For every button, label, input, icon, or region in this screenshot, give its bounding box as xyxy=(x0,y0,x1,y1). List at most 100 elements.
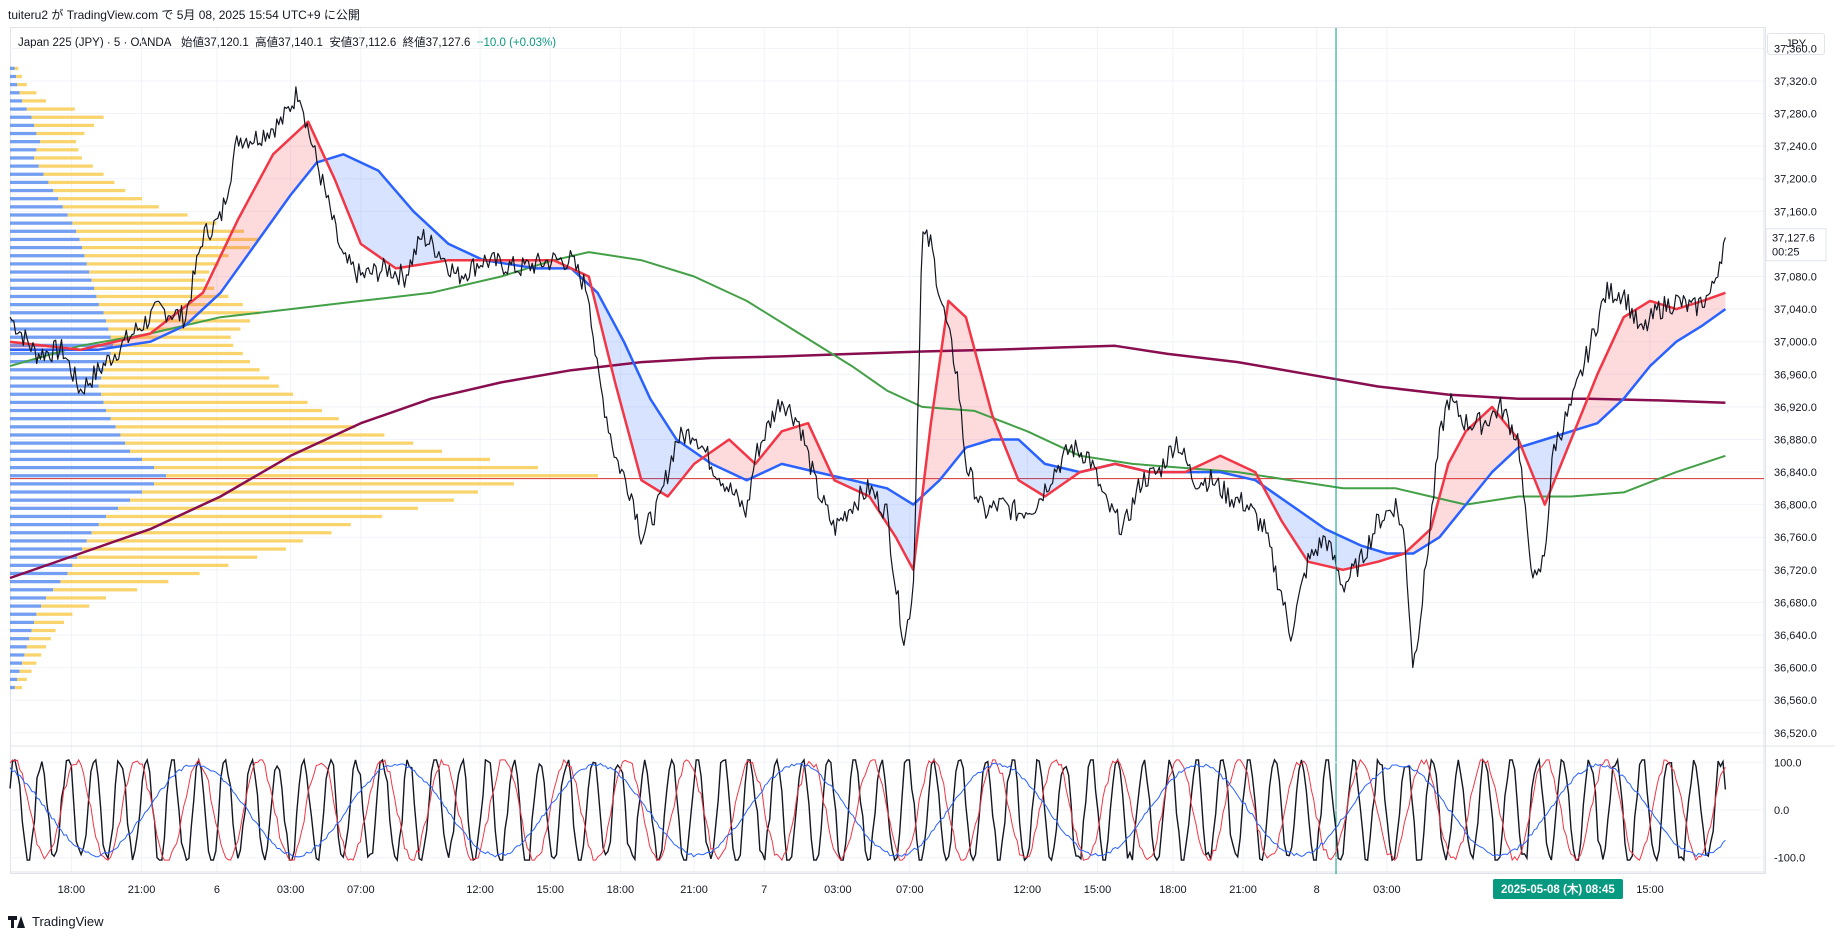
volume-profile-down-bar xyxy=(120,433,385,437)
ma-cloud-fill xyxy=(704,423,836,481)
volume-profile-up-bar xyxy=(10,262,87,266)
price-axis-tick-label: 37,000.0 xyxy=(1774,337,1817,349)
time-axis-tick-label: 03:00 xyxy=(824,884,852,896)
price-axis-tick-label: 36,680.0 xyxy=(1774,597,1817,609)
volume-profile-down-bar xyxy=(34,156,82,160)
volume-profile-up-bar xyxy=(10,188,54,193)
current-price-tag-value: 37,127.6 xyxy=(1772,233,1815,245)
volume-profile-down-bar xyxy=(106,319,250,323)
volume-profile-down-bar xyxy=(16,74,22,79)
volume-profile-up-bar xyxy=(10,604,42,608)
volume-profile-down-bar xyxy=(98,384,279,388)
volume-profile-down-bar xyxy=(94,286,214,290)
volume-profile-up-bar xyxy=(10,82,18,87)
volume-profile-down-bar xyxy=(17,82,27,87)
volume-profile-up-bar xyxy=(10,254,85,258)
publish-banner: tuiteru2 が TradingView.com で 5月 08, 2025… xyxy=(8,8,360,22)
volume-profile-up-bar xyxy=(10,335,111,339)
ma-cloud-fill xyxy=(328,155,484,269)
volume-profile-down-bar xyxy=(58,197,142,201)
volume-profile-up-bar xyxy=(10,213,68,217)
volume-profile-down-bar xyxy=(67,213,188,217)
volume-profile-up-bar xyxy=(10,653,25,657)
volume-profile-up-bar xyxy=(10,229,76,233)
volume-profile-down-bar xyxy=(77,555,258,559)
tradingview-logo-text: TradingView xyxy=(32,914,104,929)
volume-profile-down-bar xyxy=(72,563,229,567)
tradingview-logo[interactable]: TradingView xyxy=(8,914,104,929)
price-axis-tick-label: 36,520.0 xyxy=(1774,728,1817,740)
volume-profile-down-bar xyxy=(98,302,243,307)
price-axis-tick-label: 36,800.0 xyxy=(1774,500,1817,512)
volume-profile-up-bar xyxy=(10,197,58,201)
oscillator-axis-tick-label: 100.0 xyxy=(1774,757,1802,769)
time-axis-tick-label: 15:00 xyxy=(1084,884,1112,896)
oscillator-blue-line xyxy=(9,762,1726,858)
volume-profile-down-bar xyxy=(84,254,229,258)
oscillator-red-line xyxy=(9,758,1726,862)
volume-profile-down-bar xyxy=(36,612,73,616)
time-axis-tick-label: 18:00 xyxy=(607,884,635,896)
volume-profile-down-bar xyxy=(22,661,37,665)
price-axis-tick-label: 36,880.0 xyxy=(1774,434,1817,446)
volume-profile-up-bar xyxy=(10,547,82,551)
volume-profile-down-bar xyxy=(106,408,322,413)
volume-profile-up-bar xyxy=(10,457,142,462)
volume-profile-down-bar xyxy=(86,539,303,543)
volume-profile-down-bar xyxy=(17,677,27,682)
time-axis-tick-label: 15:00 xyxy=(1636,884,1664,896)
volume-profile-up-bar xyxy=(10,74,16,79)
ma-cloud-fill xyxy=(1406,407,1526,554)
price-axis-tick-label: 36,600.0 xyxy=(1774,663,1817,675)
legend-symbol[interactable]: Japan 225 (JPY) · 5 · OANDA xyxy=(18,37,172,49)
volume-profile-down-bar xyxy=(76,229,244,233)
volume-profile-down-bar xyxy=(118,506,418,510)
volume-profile-down-bar xyxy=(22,99,46,103)
price-axis-tick-label: 36,760.0 xyxy=(1774,532,1817,544)
volume-profile-down-bar xyxy=(130,498,454,502)
volume-profile-up-bar xyxy=(10,400,104,405)
time-axis-tick-label: 6 xyxy=(214,884,220,896)
volume-profile-up-bar xyxy=(10,490,142,494)
ma-cloud-fill xyxy=(594,289,705,497)
volume-profile-up-bar xyxy=(10,661,22,665)
volume-profile-down-bar xyxy=(40,140,76,144)
time-axis-tick-label: 21:00 xyxy=(680,884,708,896)
volume-profile-down-bar xyxy=(38,164,93,168)
volume-profile-up-bar xyxy=(10,555,78,559)
volume-profile-down-bar xyxy=(62,205,159,209)
volume-profile-down-bar xyxy=(79,237,260,242)
volume-profile-down-bar xyxy=(110,351,243,356)
volume-profile-down-bar xyxy=(96,294,229,299)
volume-profile-up-bar xyxy=(10,278,92,282)
volume-profile-down-bar xyxy=(103,368,260,372)
volume-profile-down-bar xyxy=(31,628,56,633)
volume-profile-up-bar xyxy=(10,286,94,290)
currency-selector[interactable]: JPY xyxy=(1767,33,1825,55)
volume-profile-up-bar xyxy=(10,245,82,250)
time-axis-tick-label: 07:00 xyxy=(896,884,924,896)
volume-profile-down-bar xyxy=(72,221,217,225)
volume-profile-up-bar xyxy=(10,449,130,453)
legend-change: +10.0 (+0.03%) xyxy=(476,37,557,49)
volume-profile-down-bar xyxy=(31,115,104,119)
ma-cloud-fill xyxy=(1578,292,1726,430)
time-axis-tick-label: 8 xyxy=(1314,884,1320,896)
volume-profile-up-bar xyxy=(10,580,61,584)
time-axis-tick-label: 7 xyxy=(761,884,767,896)
volume-profile-up-bar xyxy=(10,360,106,364)
volume-profile-up-bar xyxy=(10,408,106,413)
volume-profile-up-bar xyxy=(10,221,73,225)
oscillator-axis-tick-label: -100.0 xyxy=(1774,853,1805,865)
legend-low: 安値37,112.6 xyxy=(329,37,397,49)
volume-profile-up-bar xyxy=(10,327,109,331)
volume-profile-down-bar xyxy=(113,343,234,347)
time-axis-tick-label: 15:00 xyxy=(536,884,564,896)
volume-profile-down-bar xyxy=(34,620,64,625)
volume-profile-up-bar xyxy=(10,107,27,111)
price-axis-tick-label: 36,640.0 xyxy=(1774,630,1817,642)
oscillator-axis-tick-label: 0.0 xyxy=(1774,805,1789,817)
volume-profile-down-bar xyxy=(19,669,32,673)
volume-profile-down-bar xyxy=(53,188,126,193)
